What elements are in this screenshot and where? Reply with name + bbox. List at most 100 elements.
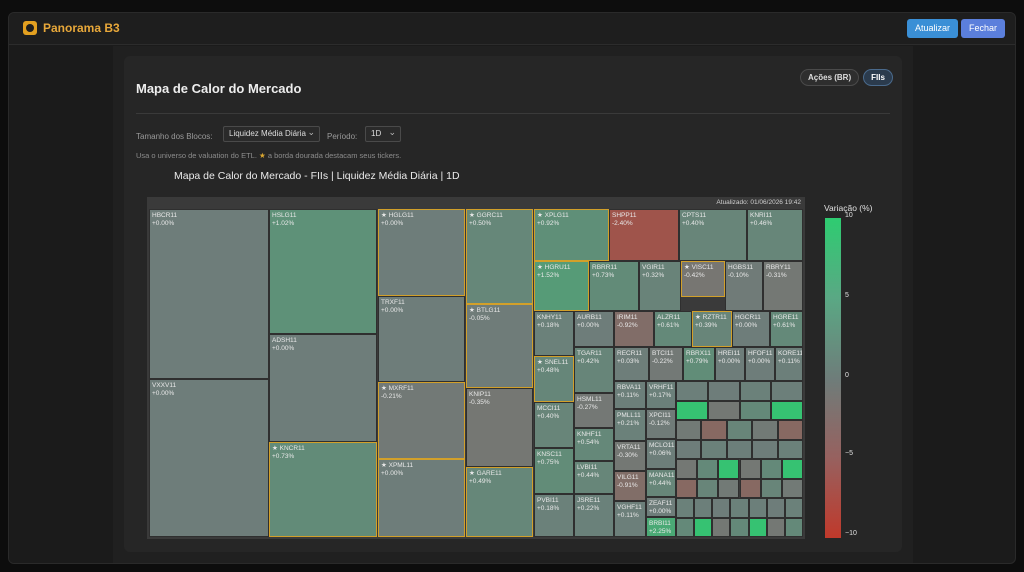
treemap-tile-small[interactable] (777, 439, 803, 459)
treemap-tile-small[interactable] (781, 478, 803, 498)
treemap-tile[interactable]: KNHF11 +0.54% (574, 428, 614, 461)
treemap-tile[interactable]: SHPP11 -2.40% (609, 209, 679, 261)
treemap-tile[interactable]: HSML11 -0.27% (574, 393, 614, 428)
treemap-tile[interactable]: BRBI11 +2.25% (646, 517, 676, 537)
treemap-tile[interactable]: ★ RZTR11 +0.39% (692, 311, 732, 347)
treemap-tile[interactable]: AURB11 +0.00% (574, 311, 614, 347)
segment-acoes-button[interactable]: Ações (BR) (800, 69, 860, 86)
treemap-tile-small[interactable] (766, 498, 785, 518)
treemap-tile-small[interactable] (739, 381, 772, 401)
treemap-tile-small[interactable] (726, 420, 753, 440)
treemap-tile[interactable]: PMLL11 +0.21% (614, 409, 646, 441)
treemap-tile[interactable]: HBCR11 +0.00% (149, 209, 269, 379)
treemap-tile-small[interactable] (748, 498, 767, 518)
treemap-tile[interactable]: TGAR11 +0.42% (574, 347, 614, 393)
treemap-tile-small[interactable] (726, 439, 753, 459)
treemap-tile-small[interactable] (707, 381, 740, 401)
treemap-tile[interactable]: MANA11 +0.44% (646, 469, 676, 497)
treemap-tile-small[interactable] (676, 400, 708, 420)
treemap-tile[interactable]: ADSH11 +0.00% (269, 334, 377, 442)
treemap-tile[interactable]: ZEAF11 +0.00% (646, 497, 676, 517)
treemap-tile[interactable]: ★ BTLG11 -0.05% (466, 304, 533, 388)
treemap-tile[interactable]: VRTA11 -0.30% (614, 441, 646, 471)
treemap-tile[interactable]: JSRE11 +0.22% (574, 494, 614, 537)
treemap-tile-small[interactable] (784, 498, 803, 518)
treemap-tile-small[interactable] (730, 517, 749, 537)
treemap-tile-small[interactable] (676, 478, 698, 498)
treemap-tile[interactable]: RBRR11 +0.73% (589, 261, 639, 311)
treemap-tile[interactable]: VGIR11 +0.32% (639, 261, 681, 311)
treemap-tile-small[interactable] (676, 498, 695, 518)
treemap-tile-small[interactable] (777, 420, 803, 440)
treemap-tile[interactable]: KNRI11 +0.46% (747, 209, 803, 261)
treemap-tile-small[interactable] (781, 459, 803, 479)
treemap-tile[interactable]: RBRY11 -0.31% (763, 261, 803, 311)
treemap-tile-small[interactable] (748, 517, 767, 537)
treemap-tile[interactable]: ★ HGRU11 +1.52% (534, 261, 589, 311)
treemap-tile-small[interactable] (676, 439, 702, 459)
treemap-tile[interactable]: ★ SNEL11 +0.48% (534, 356, 574, 402)
treemap-tile-small[interactable] (739, 400, 772, 420)
treemap-tile[interactable]: HSLG11 +1.02% (269, 209, 377, 334)
treemap-tile[interactable]: ★ GARE11 +0.49% (466, 467, 533, 537)
treemap-tile[interactable]: XPCI11 -0.12% (646, 409, 676, 439)
treemap-tile[interactable]: RECR11 +0.03% (614, 347, 649, 381)
treemap-tile[interactable]: KORE11 +0.11% (775, 347, 803, 381)
treemap-tile[interactable]: ★ XPLG11 +0.92% (534, 209, 609, 261)
treemap-tile[interactable]: MCLO11 +0.06% (646, 439, 676, 469)
treemap-tile-small[interactable] (676, 420, 702, 440)
treemap-tile-small[interactable] (752, 420, 778, 440)
treemap-tile[interactable]: BTCI11 -0.22% (649, 347, 683, 381)
treemap-tile-small[interactable] (701, 439, 727, 459)
treemap-tile[interactable]: CPTS11 +0.40% (679, 209, 747, 261)
treemap-tile-small[interactable] (718, 459, 740, 479)
update-button[interactable]: Atualizar (907, 19, 959, 38)
treemap-tile[interactable]: IRIM11 -0.92% (614, 311, 654, 347)
treemap-tile-small[interactable] (694, 498, 713, 518)
treemap-tile[interactable]: VGHF11 +0.11% (614, 501, 646, 537)
treemap-tile[interactable]: ★ MXRF11 -0.21% (378, 382, 465, 459)
treemap-tile-small[interactable] (739, 478, 761, 498)
close-button[interactable]: Fechar (961, 19, 1006, 38)
treemap-tile-small[interactable] (676, 381, 708, 401)
treemap-tile[interactable]: VILG11 -0.91% (614, 471, 646, 501)
treemap-tile[interactable]: VRHF11 +0.17% (646, 381, 676, 409)
treemap-tile[interactable]: ★ VISC11 -0.42% (681, 261, 725, 297)
treemap-tile[interactable]: RBRX11 +0.79% (683, 347, 715, 381)
treemap-tile[interactable]: HGRE11 +0.61% (770, 311, 803, 347)
treemap-tile-small[interactable] (676, 459, 698, 479)
treemap-tile-small[interactable] (676, 517, 695, 537)
treemap-tile-small[interactable] (701, 420, 727, 440)
treemap-tile[interactable]: ★ GGRC11 +0.50% (466, 209, 533, 304)
treemap-tile-small[interactable] (718, 478, 740, 498)
treemap-tile[interactable]: RBVA11 +0.11% (614, 381, 646, 409)
treemap-tile[interactable]: MCCI11 +0.40% (534, 402, 574, 448)
treemap-tile-small[interactable] (707, 400, 740, 420)
treemap-tile-small[interactable] (771, 400, 803, 420)
treemap-tile-small[interactable] (760, 459, 782, 479)
treemap-tile-small[interactable] (760, 478, 782, 498)
treemap-tile-small[interactable] (712, 517, 731, 537)
treemap-tile-small[interactable] (766, 517, 785, 537)
treemap-tile-small[interactable] (694, 517, 713, 537)
treemap-tile[interactable]: PVBI11 +0.18% (534, 494, 574, 537)
treemap-tile-small[interactable] (697, 459, 719, 479)
treemap-tile-small[interactable] (697, 478, 719, 498)
treemap-tile-small[interactable] (712, 498, 731, 518)
treemap-tile-small[interactable] (784, 517, 803, 537)
treemap-tile[interactable]: ★ KNCR11 +0.73% (269, 442, 377, 537)
size-select[interactable]: Liquidez Média Diária (223, 125, 320, 142)
treemap-tile[interactable]: TRXF11 +0.00% (378, 296, 465, 382)
treemap-tile[interactable]: ★ HGLG11 +0.00% (378, 209, 465, 296)
treemap-tile-small[interactable] (730, 498, 749, 518)
treemap-tile[interactable]: VXXV11 +0.00% (149, 379, 269, 537)
segment-fiis-button[interactable]: FIIs (863, 69, 893, 86)
treemap-tile[interactable]: HGBS11 -0.10% (725, 261, 763, 311)
treemap-tile-small[interactable] (752, 439, 778, 459)
treemap-tile[interactable]: KNIP11 -0.35% (466, 388, 533, 467)
treemap-tile[interactable]: KNHY11 +0.18% (534, 311, 574, 356)
treemap-tile[interactable]: LVBI11 +0.44% (574, 461, 614, 494)
treemap-tile[interactable]: ★ XPML11 +0.00% (378, 459, 465, 537)
period-select[interactable]: 1D (365, 125, 401, 142)
treemap-tile[interactable]: HGCR11 +0.00% (732, 311, 770, 347)
